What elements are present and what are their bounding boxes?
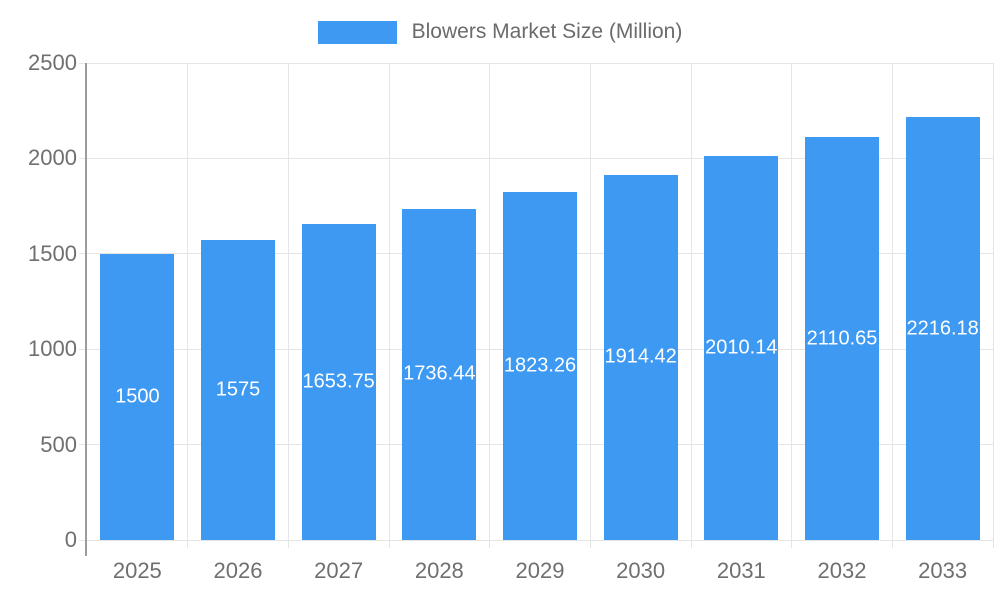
bar-2032[interactable] (805, 137, 879, 540)
x-axis-tick-label: 2029 (515, 558, 565, 583)
bar-value-label: 1823.26 (503, 354, 577, 377)
y-axis-tick-label: 1500 (28, 240, 77, 266)
x-axis-tick-label: 2033 (918, 558, 968, 583)
x-gridline (489, 63, 491, 548)
bar-2030[interactable] (603, 174, 678, 540)
y-axis-tick-label: 1000 (28, 336, 77, 362)
bar-value-label: 1500 (115, 385, 160, 408)
bar-2031[interactable] (704, 156, 779, 540)
bar-value-label: 2110.65 (806, 327, 878, 350)
bar-2025[interactable] (100, 253, 175, 540)
x-gridline (791, 63, 793, 548)
x-gridline (187, 63, 189, 548)
x-axis-tick-label: 2031 (716, 558, 766, 583)
y-axis-tick-label: 500 (40, 431, 77, 457)
bar-2027[interactable] (301, 224, 376, 540)
x-gridline (992, 63, 994, 548)
x-gridline (891, 63, 893, 548)
legend-swatch (317, 20, 397, 44)
x-axis-tick-label: 2026 (213, 558, 263, 583)
x-axis-tick-label: 2030 (616, 558, 666, 583)
x-gridline (589, 63, 591, 548)
plot-area: 0 500 1000 1500 2000 2500 1500 2025 1575 2026 1653… (28, 52, 994, 583)
bar-2033[interactable] (905, 117, 980, 540)
bar-2028[interactable] (402, 208, 477, 540)
x-gridline (690, 63, 692, 548)
bar-value-label: 2216.18 (906, 317, 979, 340)
bar-value-label: 1914.42 (604, 345, 677, 368)
y-gridline (79, 157, 993, 159)
bar-value-label: 1575 (215, 378, 261, 401)
y-axis-tick-label: 0 (64, 527, 77, 552)
x-axis-tick-label: 2027 (314, 558, 364, 583)
x-axis-tick-label: 2025 (112, 558, 162, 583)
y-axis-tick-label: 2500 (28, 50, 77, 75)
bar-2029[interactable] (503, 192, 577, 540)
legend-label: Blowers Market Size (Million) (411, 20, 683, 43)
y-axis-tick-label: 2000 (28, 145, 77, 171)
x-gridline (388, 63, 390, 548)
y-gridline (79, 539, 993, 541)
bar-value-label: 1736.44 (403, 362, 476, 385)
x-axis-tick-label: 2028 (414, 558, 464, 583)
bar-value-label: 2010.14 (705, 336, 778, 359)
x-axis-tick-label: 2032 (817, 558, 867, 583)
y-gridline (79, 62, 993, 64)
x-gridline (287, 63, 289, 548)
chart-legend[interactable]: Blowers Market Size (Million) (0, 14, 1000, 50)
y-axis-line (85, 63, 87, 556)
bar-2026[interactable] (201, 239, 275, 540)
bar-value-label: 1653.75 (302, 370, 375, 393)
